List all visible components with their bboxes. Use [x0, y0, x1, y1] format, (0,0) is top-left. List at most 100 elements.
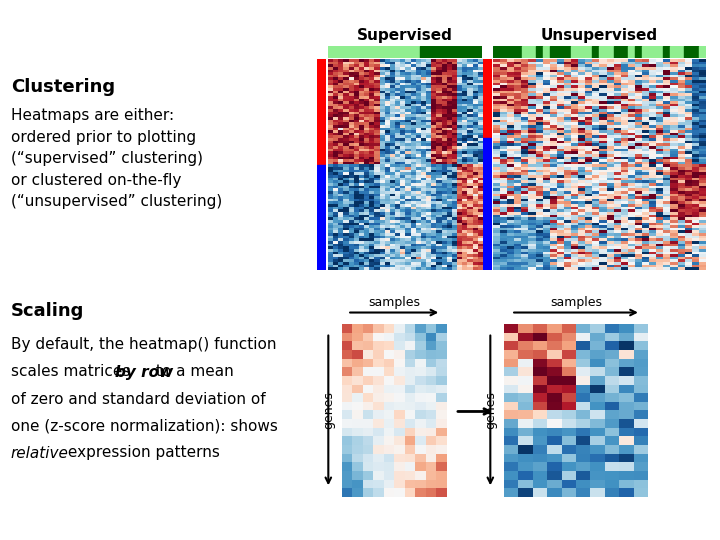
Bar [482, 96, 492, 99]
Text: samples: samples [368, 295, 420, 308]
Bar [482, 65, 492, 68]
Bar [317, 86, 326, 89]
Text: Supervised: Supervised [357, 28, 453, 43]
Bar [482, 80, 492, 83]
Bar [482, 186, 492, 188]
Bar [482, 249, 492, 252]
Bar [482, 128, 492, 131]
Text: by row: by row [115, 364, 174, 380]
Bar [621, 46, 628, 58]
Text: genes: genes [484, 392, 497, 429]
Bar [317, 102, 326, 104]
Bar [663, 46, 670, 58]
Text: of zero and standard deviation of: of zero and standard deviation of [11, 392, 266, 407]
Bar [317, 186, 326, 188]
Bar [420, 46, 426, 58]
Bar [467, 46, 472, 58]
Bar [317, 70, 326, 72]
Bar [678, 46, 684, 58]
Bar [482, 231, 492, 233]
Bar [482, 170, 492, 173]
Bar [410, 46, 415, 58]
Bar [521, 46, 528, 58]
Bar [482, 70, 492, 72]
Bar [635, 46, 642, 58]
Bar [317, 233, 326, 236]
Bar [317, 89, 326, 91]
Bar [508, 46, 515, 58]
Bar [317, 260, 326, 262]
Bar [317, 167, 326, 170]
Bar [482, 246, 492, 249]
Bar [585, 46, 593, 58]
Bar [642, 46, 649, 58]
Bar [379, 46, 384, 58]
Bar [338, 46, 343, 58]
Bar [482, 244, 492, 246]
Bar [317, 83, 326, 86]
Bar [317, 241, 326, 244]
Bar [317, 136, 326, 138]
Bar [317, 201, 326, 204]
Bar [456, 46, 462, 58]
Bar [482, 141, 492, 144]
Bar [543, 46, 550, 58]
Bar [482, 78, 492, 80]
Bar [482, 262, 492, 265]
Bar [317, 199, 326, 201]
Bar [317, 133, 326, 136]
Bar [317, 146, 326, 149]
Bar [317, 188, 326, 191]
Bar [317, 149, 326, 152]
Bar [670, 46, 678, 58]
Bar [557, 46, 564, 58]
Bar [482, 75, 492, 78]
Bar [317, 75, 326, 78]
Bar [482, 212, 492, 215]
Bar [493, 46, 500, 58]
Bar [482, 197, 492, 199]
Bar [317, 197, 326, 199]
Bar [482, 86, 492, 89]
Bar [317, 173, 326, 175]
Text: genes: genes [322, 392, 335, 429]
Bar [317, 91, 326, 93]
Bar [317, 236, 326, 238]
Bar [482, 236, 492, 238]
Bar [482, 191, 492, 194]
Bar [317, 210, 326, 212]
Bar [317, 231, 326, 233]
Bar [536, 46, 543, 58]
Bar [317, 125, 326, 128]
Bar [317, 267, 326, 270]
Bar [317, 157, 326, 159]
Bar [317, 128, 326, 131]
Bar [317, 262, 326, 265]
Text: to a mean: to a mean [151, 364, 234, 380]
Bar [500, 46, 508, 58]
Bar [482, 157, 492, 159]
Bar [482, 201, 492, 204]
Bar [317, 220, 326, 222]
Bar [317, 244, 326, 246]
Bar [317, 144, 326, 146]
Bar [482, 112, 492, 114]
Bar [482, 207, 492, 210]
Bar [698, 46, 706, 58]
Bar [482, 162, 492, 165]
Bar [451, 46, 456, 58]
Bar [343, 46, 348, 58]
Bar [482, 178, 492, 180]
Bar [317, 65, 326, 68]
Bar [317, 131, 326, 133]
Bar [482, 138, 492, 141]
Bar [317, 191, 326, 194]
Bar [482, 167, 492, 170]
Bar [578, 46, 585, 58]
Text: Clustering: Clustering [11, 78, 115, 96]
Bar [317, 228, 326, 231]
Bar [317, 239, 326, 241]
Bar [426, 46, 431, 58]
Bar [317, 114, 326, 117]
Text: Heatmaps are either:
ordered prior to plotting
(“supervised” clustering)
or clus: Heatmaps are either: ordered prior to pl… [11, 108, 222, 210]
